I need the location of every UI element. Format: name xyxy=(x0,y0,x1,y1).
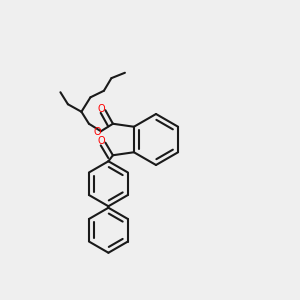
Text: O: O xyxy=(94,127,101,137)
Text: O: O xyxy=(97,104,105,114)
Text: O: O xyxy=(97,136,105,146)
